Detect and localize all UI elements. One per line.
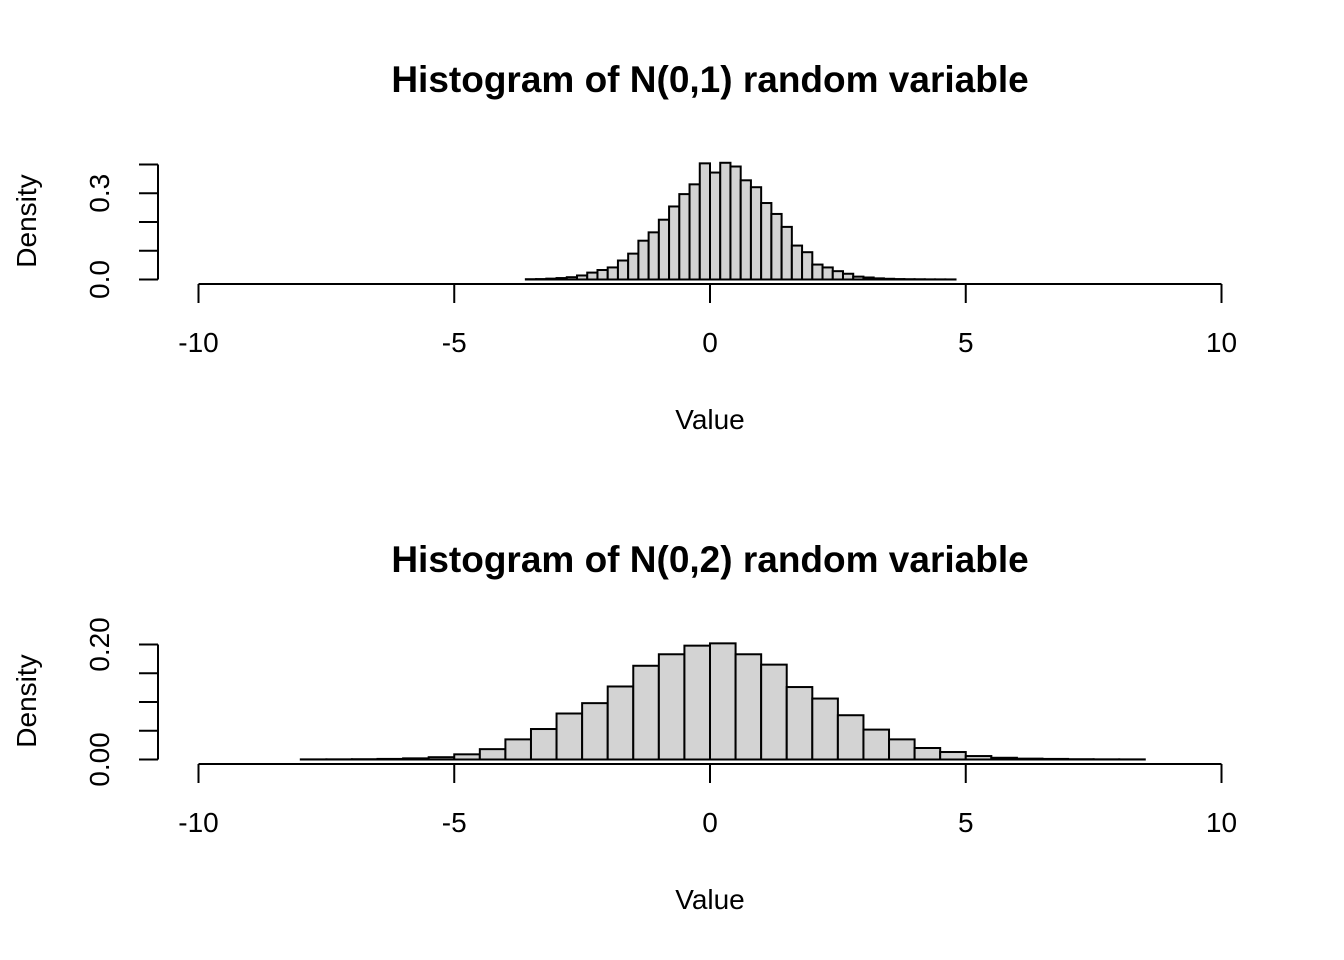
x-tick-label: 10 bbox=[1206, 327, 1237, 358]
histogram-bar bbox=[657, 653, 686, 761]
histogram-bar bbox=[811, 263, 824, 281]
histogram-bar bbox=[780, 225, 793, 281]
histogram-bar bbox=[453, 753, 481, 761]
x-tick-label: -10 bbox=[178, 327, 218, 358]
histogram-bar bbox=[760, 663, 788, 761]
histogram-bar bbox=[1041, 757, 1070, 761]
histogram-bar bbox=[586, 271, 599, 281]
histogram-bar bbox=[576, 274, 589, 281]
histogram-bar bbox=[821, 266, 834, 281]
histogram-bar bbox=[668, 205, 681, 281]
histogram-bar bbox=[801, 251, 814, 281]
chart-title: Histogram of N(0,1) random variable bbox=[391, 59, 1028, 100]
histogram-bar bbox=[882, 277, 896, 281]
histogram-bar bbox=[729, 165, 742, 281]
histogram-bar bbox=[841, 272, 855, 281]
histogram-bar bbox=[606, 266, 619, 281]
histogram-bar bbox=[964, 755, 993, 761]
histogram-bar bbox=[785, 686, 814, 761]
histogram-panel-1: Histogram of N(0,1) random variable -10-… bbox=[11, 59, 1237, 435]
histogram-bar bbox=[836, 714, 865, 761]
histogram-bar bbox=[698, 162, 712, 281]
y-axis: 0.0 0.3 bbox=[84, 163, 159, 299]
histogram-panel-2: Histogram of N(0,2) random variable -10-… bbox=[11, 539, 1237, 915]
chart-title: Histogram of N(0,2) random variable bbox=[391, 539, 1028, 580]
histogram-bar bbox=[627, 252, 640, 281]
histogram-bar bbox=[683, 644, 711, 761]
histogram-bar bbox=[790, 244, 804, 281]
histogram-bar bbox=[862, 728, 891, 761]
histogram-bar bbox=[616, 259, 630, 281]
x-axis: -10 -5 0 5 10 bbox=[178, 283, 1237, 358]
histogram-bar bbox=[770, 212, 783, 281]
histogram-bar bbox=[688, 183, 701, 281]
x-axis-label: Value bbox=[675, 404, 745, 435]
histogram-bar bbox=[811, 697, 839, 761]
x-axis-label: Value bbox=[675, 884, 745, 915]
histogram-bar bbox=[657, 218, 671, 281]
histogram-bar bbox=[478, 748, 507, 761]
histogram-bar bbox=[709, 642, 737, 761]
x-tick-label: 0 bbox=[702, 327, 718, 358]
bars-group bbox=[524, 161, 957, 281]
histogram-bar bbox=[402, 757, 430, 761]
y-tick-label: 0.3 bbox=[84, 174, 115, 213]
histogram-bar bbox=[581, 702, 609, 761]
histogram-bar bbox=[888, 738, 916, 761]
histogram-bar bbox=[632, 664, 660, 761]
histogram-bar bbox=[529, 728, 558, 761]
x-tick-label: 0 bbox=[702, 807, 718, 838]
histogram-bar bbox=[504, 738, 532, 761]
x-tick-label: -5 bbox=[442, 807, 467, 838]
histogram-bar bbox=[739, 179, 752, 281]
histogram-bar bbox=[555, 277, 568, 281]
histogram-bar bbox=[1015, 757, 1044, 761]
histogram-bar bbox=[760, 202, 773, 281]
x-tick-label: 5 bbox=[958, 807, 974, 838]
histogram-bar bbox=[734, 653, 763, 761]
histogram-bar bbox=[719, 161, 732, 281]
histogram-bar bbox=[606, 685, 635, 761]
histogram-bar bbox=[862, 276, 875, 281]
histogram-bar bbox=[376, 757, 405, 761]
histogram-bar bbox=[596, 269, 609, 281]
histogram-bar bbox=[678, 193, 691, 281]
x-tick-label: -10 bbox=[178, 807, 218, 838]
x-axis: -10 -5 0 5 10 bbox=[178, 763, 1237, 838]
histogram-bar bbox=[565, 276, 579, 281]
y-axis-label: Density bbox=[11, 654, 42, 747]
y-axis: 0.00 0.20 bbox=[84, 617, 159, 787]
histogram-bar bbox=[709, 171, 722, 281]
histogram-bar bbox=[939, 751, 967, 761]
histogram-bar bbox=[913, 747, 942, 761]
y-tick-label: 0.0 bbox=[84, 260, 115, 299]
y-tick-label: 0.00 bbox=[84, 732, 115, 787]
histogram-bar bbox=[749, 186, 763, 281]
histogram-bar bbox=[637, 239, 650, 281]
histogram-bar bbox=[647, 231, 660, 281]
x-tick-label: 10 bbox=[1206, 807, 1237, 838]
histogram-bar bbox=[427, 756, 456, 761]
x-tick-label: -5 bbox=[442, 327, 467, 358]
histogram-bar bbox=[555, 712, 584, 761]
x-tick-label: 5 bbox=[958, 327, 974, 358]
y-tick-label: 0.20 bbox=[84, 617, 115, 672]
histogram-bar bbox=[831, 270, 844, 281]
histogram-bar bbox=[852, 275, 865, 281]
histogram-bar bbox=[545, 277, 558, 281]
histogram-bar bbox=[990, 756, 1018, 761]
bars-group bbox=[299, 642, 1146, 761]
histogram-bar bbox=[872, 277, 885, 281]
y-axis-label: Density bbox=[11, 174, 42, 267]
